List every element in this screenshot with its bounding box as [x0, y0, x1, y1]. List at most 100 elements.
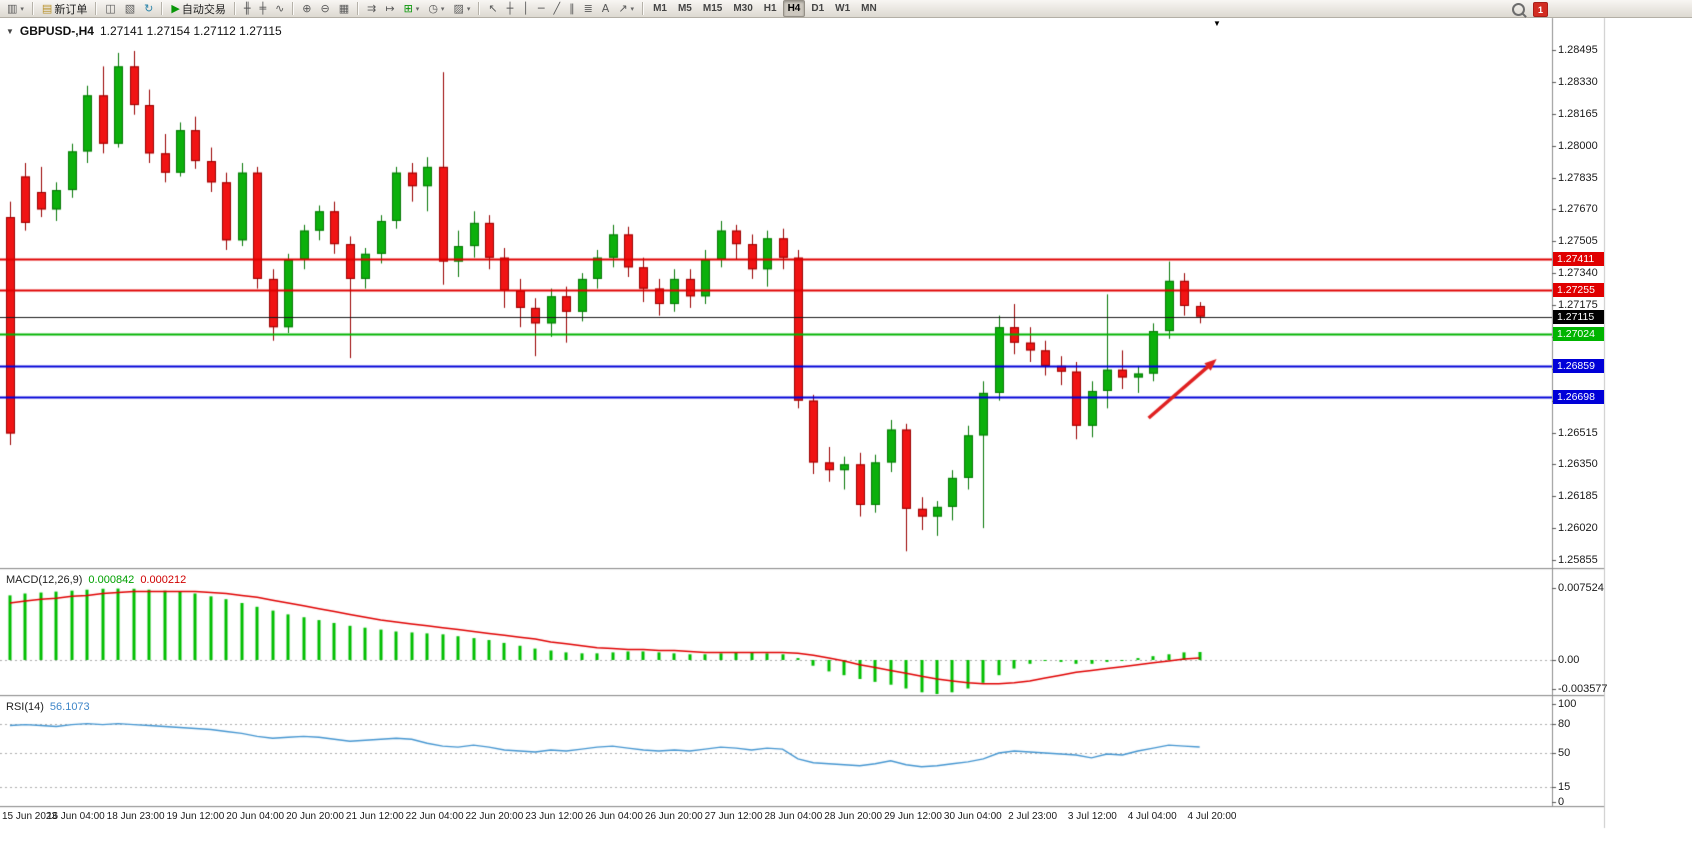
hline-price-label[interactable]: 1.27411	[1553, 252, 1604, 267]
refresh-button[interactable]: ↻	[140, 0, 157, 18]
price-scale-label: 1.27505	[1558, 235, 1598, 248]
macd-scale-min: -0.003577	[1558, 683, 1608, 695]
zoom-out-button[interactable]: ⊖	[317, 0, 334, 18]
notification-badge[interactable]: 1	[1533, 2, 1548, 17]
timeframe-w1-button[interactable]: W1	[835, 3, 851, 14]
text-icon: A	[601, 2, 610, 15]
horizontal-line-button[interactable]: ─	[534, 0, 549, 18]
price-scale-label: 1.25855	[1558, 554, 1598, 566]
toolbar-separator	[31, 2, 34, 15]
new-order-button[interactable]: ▤ 新订单	[38, 0, 91, 18]
time-axis-label: 19 Jun 12:00	[166, 811, 225, 822]
tile-windows-button[interactable]: ▦	[335, 0, 353, 18]
fibonacci-button[interactable]: ≣	[580, 0, 597, 18]
indicators-button[interactable]: ⊞ ▾	[400, 0, 424, 18]
channel-icon: ∥	[569, 2, 575, 15]
candle-chart-button[interactable]: ╪	[255, 0, 270, 18]
auto-scroll-button[interactable]: ⇉	[363, 0, 380, 18]
trendline-button[interactable]: ╱	[549, 0, 564, 18]
price-scale-label: 1.28165	[1558, 107, 1598, 120]
line-chart-icon: ∿	[275, 2, 285, 15]
time-scale[interactable]: 15 Jun 2023 16 Jun 04:00 18 Jun 23:00 19 Ju…	[0, 808, 1604, 830]
time-axis-label: 21 Jun 12:00	[345, 811, 404, 822]
cursor-button[interactable]: ↖	[484, 0, 501, 18]
toolbar-separator	[642, 2, 645, 15]
price-scale-label: 1.26515	[1558, 426, 1598, 439]
price-scale-label: 1.28000	[1558, 139, 1598, 152]
time-axis-label: 23 Jun 12:00	[525, 811, 584, 822]
price-scale-label: 1.27670	[1558, 203, 1598, 216]
vertical-line-button[interactable]: │	[518, 0, 533, 18]
arrows-icon: ↗	[618, 2, 628, 15]
crosshair-button[interactable]: ┼	[503, 0, 518, 18]
time-axis-label: 28 Jun 04:00	[764, 811, 823, 822]
profiles-icon: ▧	[124, 2, 136, 15]
ohlc-values: 1.27141 1.27154 1.27112 1.27115	[99, 24, 282, 38]
new-order-icon: ▤	[41, 2, 53, 15]
hline-price-label[interactable]: 1.27024	[1553, 327, 1604, 342]
timeframe-mn-button[interactable]: MN	[861, 3, 877, 14]
refresh-icon: ↻	[144, 2, 154, 15]
rsi-scale-label: 80	[1558, 717, 1571, 730]
chart-shift-icon: ↦	[385, 2, 395, 15]
charts-window-button[interactable]: ◫	[101, 0, 119, 18]
new-chart-button[interactable]: ▥ ▾	[3, 0, 28, 18]
timeframe-m1-button[interactable]: M1	[653, 3, 667, 14]
timeframe-m30-button[interactable]: M30	[733, 3, 753, 14]
timeframe-h1-button[interactable]: H1	[763, 3, 777, 14]
time-axis-label: 27 Jun 12:00	[704, 811, 763, 822]
time-axis-label: 4 Jul 20:00	[1187, 811, 1237, 822]
profiles-button[interactable]: ▧	[121, 0, 139, 18]
trendline-icon: ╱	[553, 2, 561, 15]
chart-window-icon: ◫	[105, 2, 116, 15]
macd-signal-value: 0.000212	[140, 574, 187, 586]
chevron-down-icon: ▾	[415, 5, 420, 13]
timeframe-m5-button[interactable]: M5	[677, 3, 692, 14]
templates-button[interactable]: ▨ ▾	[449, 0, 474, 18]
time-axis-label: 18 Jun 23:00	[106, 811, 165, 822]
time-axis-label: 30 Jun 04:00	[943, 811, 1002, 822]
macd-panel[interactable]	[0, 571, 1552, 695]
price-scale-label: 1.28330	[1558, 75, 1598, 88]
line-chart-button[interactable]: ∿	[271, 0, 288, 18]
toolbar-separator	[478, 2, 481, 15]
chevron-down-icon[interactable]: ▼	[6, 26, 14, 36]
arrows-button[interactable]: ↗ ▾	[614, 0, 638, 18]
hline-price-label[interactable]: 1.26698	[1553, 390, 1604, 405]
hline-icon: ─	[537, 2, 545, 15]
chart-shift-marker[interactable]: ▼	[1213, 19, 1221, 28]
channel-button[interactable]: ∥	[565, 0, 579, 18]
search-icon[interactable]	[1512, 3, 1525, 16]
rsi-panel[interactable]	[0, 698, 1552, 806]
timeframe-d1-button[interactable]: D1	[811, 3, 825, 14]
hline-price-label[interactable]: 1.26859	[1553, 359, 1604, 374]
toolbar-separator	[233, 2, 236, 15]
macd-main-value: 0.000842	[88, 574, 135, 586]
chevron-down-icon: ▾	[466, 5, 471, 13]
text-button[interactable]: A	[598, 0, 614, 18]
timeframe-h4-button[interactable]: H4	[782, 0, 806, 17]
time-axis-label: 20 Jun 04:00	[226, 811, 285, 822]
autotrading-label: 自动交易	[181, 3, 226, 16]
chevron-down-icon: ▾	[630, 5, 635, 13]
main-chart-panel[interactable]	[0, 18, 1552, 568]
zoom-in-button[interactable]: ⊕	[298, 0, 315, 18]
rsi-header: RSI(14) 56.1073	[6, 701, 90, 713]
hline-price-label[interactable]: 1.27255	[1553, 282, 1604, 297]
price-scale-label: 1.26185	[1558, 490, 1598, 503]
timeframe-m15-button[interactable]: M15	[702, 3, 723, 14]
price-scale[interactable]: 1.28495 1.28330 1.28165 1.28000 1.27835 1.276…	[1552, 18, 1692, 828]
rsi-title: RSI(14)	[6, 701, 44, 713]
symbol-period-label: GBPUSD-,H4	[19, 24, 94, 38]
zoom-out-icon: ⊖	[320, 2, 330, 15]
clock-icon: ◷	[428, 2, 438, 15]
time-axis-label: 22 Jun 20:00	[465, 811, 524, 822]
periods-button[interactable]: ◷ ▾	[424, 0, 448, 18]
chart-shift-button[interactable]: ↦	[381, 0, 398, 18]
time-axis-label: 2 Jul 23:00	[1008, 811, 1058, 822]
autotrading-button[interactable]: ▶ 自动交易	[167, 0, 229, 18]
toolbar-separator	[161, 2, 164, 15]
bid-price-label[interactable]: 1.27115	[1553, 309, 1604, 324]
bar-chart-button[interactable]: ╫	[240, 0, 255, 18]
